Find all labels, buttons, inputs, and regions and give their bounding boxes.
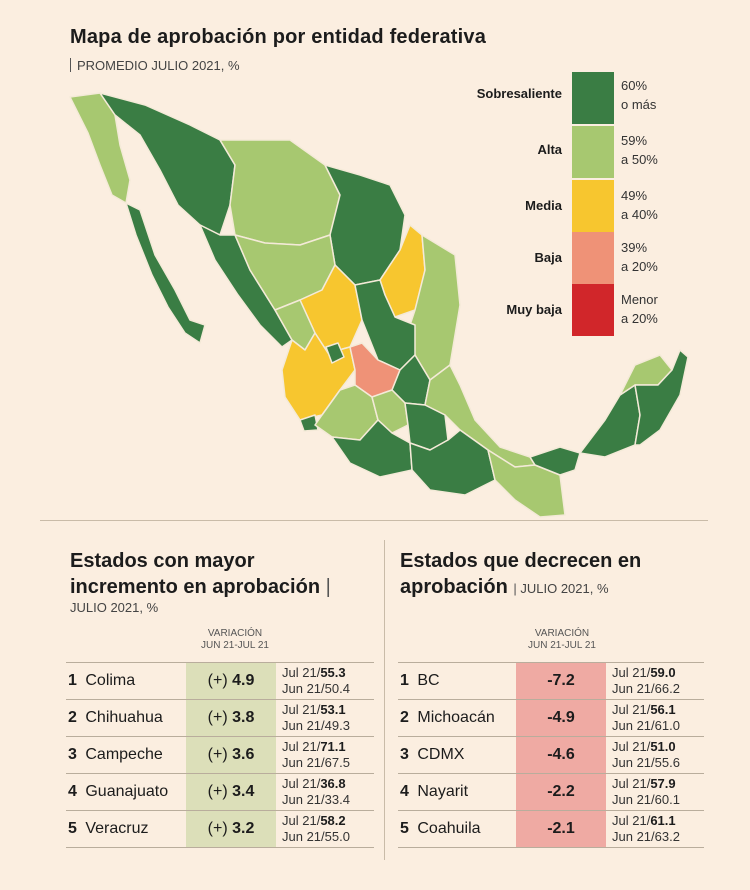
variation-value: (+) 3.4 <box>186 773 276 811</box>
right-ranking-table: 1 BC -7.2 Jul 21/59.0 Jun 21/66.2 2 Michoacá… <box>398 662 704 848</box>
map-title: Mapa de aprobación por entidad federativ… <box>70 26 487 48</box>
legend-label-muy-baja: Muy baja <box>506 302 562 317</box>
legend-range-baja: 39% a 20% <box>621 240 658 274</box>
legend-swatch-alta <box>572 126 614 178</box>
table-row: 2 Michoacán -4.9 Jul 21/56.1 Jun 21/61.0 <box>398 699 704 737</box>
month-values: Jul 21/36.8 Jun 21/33.4 <box>276 773 374 811</box>
legend-label-media: Media <box>525 198 562 213</box>
right-section-title-1: Estados que decrecen en <box>400 550 642 572</box>
variation-value: -7.2 <box>516 662 606 700</box>
month-values: Jul 21/71.1 Jun 21/67.5 <box>276 736 374 774</box>
variation-value: -4.6 <box>516 736 606 774</box>
table-row: 1 BC -7.2 Jul 21/59.0 Jun 21/66.2 <box>398 662 704 700</box>
table-row: 4 Nayarit -2.2 Jul 21/57.9 Jun 21/60.1 <box>398 773 704 811</box>
month-values: Jul 21/53.1 Jun 21/49.3 <box>276 699 374 737</box>
table-row: 2 Chihuahua (+) 3.8 Jul 21/53.1 Jun 21/49.3 <box>66 699 374 737</box>
state-colima <box>299 414 319 432</box>
state-name: 1 Colima <box>66 662 186 700</box>
legend-label-sobresaliente: Sobresaliente <box>476 86 562 101</box>
map-subtitle-text: PROMEDIO JULIO 2021, % <box>77 58 240 73</box>
left-variation-header: VARIACIÓN JUN 21-JUL 21 <box>201 628 269 651</box>
state-chiapas <box>487 449 566 518</box>
variation-value: (+) 3.2 <box>186 810 276 848</box>
state-name: 4 Guanajuato <box>66 773 186 811</box>
table-row: 1 Colima (+) 4.9 Jul 21/55.3 Jun 21/50.4 <box>66 662 374 700</box>
left-section-subtitle: JULIO 2021, % <box>70 600 159 615</box>
variation-value: -2.2 <box>516 773 606 811</box>
state-san-luis-potosi <box>354 279 416 371</box>
variation-value: (+) 3.8 <box>186 699 276 737</box>
month-values: Jul 21/55.3 Jun 21/50.4 <box>276 662 374 700</box>
month-values: Jul 21/51.0 Jun 21/55.6 <box>606 736 704 774</box>
month-values: Jul 21/57.9 Jun 21/60.1 <box>606 773 704 811</box>
state-baja-california-sur <box>125 202 206 344</box>
right-section-header: Estados que decrecen en aprobación | JUL… <box>400 548 720 602</box>
state-quintana-roo <box>634 349 689 446</box>
state-name: 1 BC <box>398 662 516 700</box>
state-aguascalientes <box>325 342 345 364</box>
legend-range-sobresaliente: 60% o más <box>621 78 657 112</box>
left-section-header: Estados con mayor incremento en aprobaci… <box>70 548 380 615</box>
legend-swatch-muy-baja <box>572 284 614 336</box>
right-section-title-2: aprobación | JULIO 2021, % <box>400 576 609 598</box>
month-values: Jul 21/59.0 Jun 21/66.2 <box>606 662 704 700</box>
state-chihuahua <box>219 139 341 246</box>
legend-range-muy-baja: Menor a 20% <box>621 292 658 326</box>
left-ranking-table: 1 Colima (+) 4.9 Jul 21/55.3 Jun 21/50.4 2 C… <box>66 662 374 848</box>
state-campeche <box>579 384 641 458</box>
state-tabasco <box>529 446 581 476</box>
legend-swatch-sobresaliente <box>572 72 614 124</box>
month-values: Jul 21/58.2 Jun 21/55.0 <box>276 810 374 848</box>
legend-swatch-baja <box>572 232 614 284</box>
variation-value: -4.9 <box>516 699 606 737</box>
legend-swatch-media <box>572 180 614 232</box>
table-row: 4 Guanajuato (+) 3.4 Jul 21/36.8 Jun 21/33.… <box>66 773 374 811</box>
section-divider <box>40 520 708 521</box>
state-name: 3 CDMX <box>398 736 516 774</box>
table-row: 5 Veracruz (+) 3.2 Jul 21/58.2 Jun 21/55.0 <box>66 810 374 848</box>
map-subtitle: PROMEDIO JULIO 2021, % <box>70 58 240 73</box>
table-row: 3 Campeche (+) 3.6 Jul 21/71.1 Jun 21/67.5 <box>66 736 374 774</box>
table-row: 3 CDMX -4.6 Jul 21/51.0 Jun 21/55.6 <box>398 736 704 774</box>
mexico-map <box>69 92 689 518</box>
state-name: 4 Nayarit <box>398 773 516 811</box>
variation-value: -2.1 <box>516 810 606 848</box>
legend-label-baja: Baja <box>534 250 562 265</box>
state-name: 2 Chihuahua <box>66 699 186 737</box>
variation-value: (+) 4.9 <box>186 662 276 700</box>
variation-value: (+) 3.6 <box>186 736 276 774</box>
legend-range-media: 49% a 40% <box>621 188 658 222</box>
state-name: 3 Campeche <box>66 736 186 774</box>
month-values: Jul 21/56.1 Jun 21/61.0 <box>606 699 704 737</box>
left-section-title-2: incremento en aprobación | <box>70 576 331 598</box>
state-name: 5 Veracruz <box>66 810 186 848</box>
state-name: 5 Coahuila <box>398 810 516 848</box>
month-values: Jul 21/61.1 Jun 21/63.2 <box>606 810 704 848</box>
column-divider <box>384 540 385 860</box>
table-row: 5 Coahuila -2.1 Jul 21/61.1 Jun 21/63.2 <box>398 810 704 848</box>
right-variation-header: VARIACIÓN JUN 21-JUL 21 <box>528 628 596 651</box>
state-name: 2 Michoacán <box>398 699 516 737</box>
legend-range-alta: 59% a 50% <box>621 133 658 167</box>
left-section-title-1: Estados con mayor <box>70 550 255 572</box>
legend-label-alta: Alta <box>537 142 562 157</box>
